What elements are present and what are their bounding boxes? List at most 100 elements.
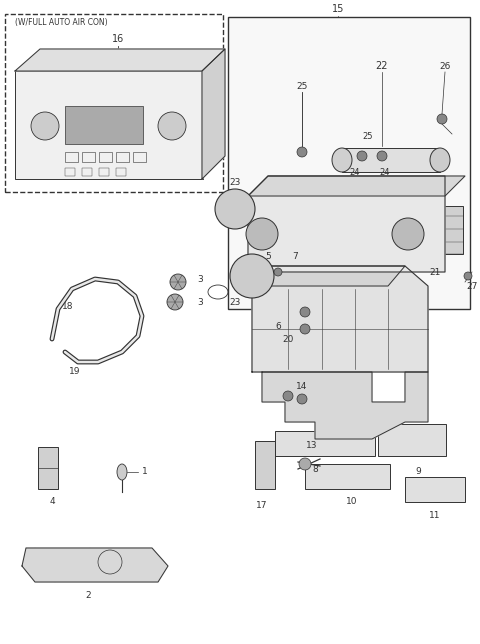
- Polygon shape: [262, 372, 428, 439]
- Bar: [65, 152, 78, 162]
- Bar: [275, 431, 375, 456]
- Bar: [133, 152, 146, 162]
- Bar: [378, 206, 390, 216]
- Bar: [65, 106, 143, 144]
- Bar: [328, 219, 340, 229]
- Bar: [405, 477, 465, 502]
- Circle shape: [230, 254, 274, 298]
- Text: 13: 13: [306, 442, 318, 451]
- Bar: [116, 152, 129, 162]
- Circle shape: [392, 218, 424, 250]
- Ellipse shape: [332, 148, 352, 172]
- Text: 15: 15: [332, 4, 344, 14]
- Bar: [378, 219, 390, 229]
- Bar: [328, 246, 340, 256]
- Circle shape: [31, 112, 59, 140]
- Circle shape: [377, 151, 387, 161]
- Text: 24: 24: [350, 167, 360, 176]
- Bar: [428, 206, 463, 254]
- Bar: [99, 152, 112, 162]
- Text: 3: 3: [197, 298, 203, 307]
- Text: 21: 21: [429, 267, 441, 276]
- Bar: [312, 206, 324, 216]
- Text: (W/FULL AUTO AIR CON): (W/FULL AUTO AIR CON): [15, 17, 108, 26]
- Bar: [342, 148, 440, 172]
- Circle shape: [170, 274, 186, 290]
- Text: 18: 18: [62, 301, 74, 310]
- Bar: [362, 219, 374, 229]
- Circle shape: [297, 394, 307, 404]
- Polygon shape: [15, 49, 225, 71]
- Bar: [345, 206, 357, 216]
- Circle shape: [297, 147, 307, 157]
- Bar: [362, 246, 374, 256]
- Circle shape: [215, 189, 255, 229]
- Text: 22: 22: [376, 61, 388, 71]
- Text: 11: 11: [429, 511, 441, 520]
- Circle shape: [246, 218, 278, 250]
- Bar: [116, 168, 126, 176]
- Circle shape: [300, 307, 310, 317]
- Text: 27: 27: [466, 281, 478, 290]
- Polygon shape: [252, 266, 428, 372]
- Circle shape: [283, 391, 293, 401]
- Bar: [328, 232, 340, 242]
- Bar: [305, 464, 390, 489]
- Text: 4: 4: [49, 498, 55, 506]
- Text: 26: 26: [439, 61, 451, 70]
- Bar: [295, 232, 307, 242]
- Bar: [82, 168, 92, 176]
- Ellipse shape: [430, 148, 450, 172]
- Circle shape: [357, 151, 367, 161]
- Bar: [362, 206, 374, 216]
- Circle shape: [464, 272, 472, 280]
- Text: 6: 6: [275, 321, 281, 330]
- Bar: [295, 219, 307, 229]
- Polygon shape: [202, 49, 225, 179]
- Circle shape: [274, 268, 282, 276]
- Bar: [15, 71, 203, 179]
- Bar: [378, 232, 390, 242]
- Bar: [312, 232, 324, 242]
- Bar: [228, 17, 470, 309]
- Bar: [345, 246, 357, 256]
- Text: 17: 17: [256, 502, 268, 511]
- Bar: [38, 447, 58, 489]
- Bar: [295, 246, 307, 256]
- Text: 20: 20: [282, 334, 294, 343]
- Bar: [65, 168, 75, 176]
- Text: 25: 25: [363, 131, 373, 140]
- Polygon shape: [252, 266, 405, 286]
- Text: 23: 23: [229, 178, 240, 187]
- Text: 24: 24: [380, 167, 390, 176]
- Text: 10: 10: [346, 498, 358, 506]
- Text: 23: 23: [229, 298, 240, 307]
- Text: 25: 25: [296, 82, 308, 91]
- Bar: [295, 206, 307, 216]
- Bar: [328, 206, 340, 216]
- Circle shape: [437, 114, 447, 124]
- Text: 1: 1: [142, 468, 148, 477]
- Text: 9: 9: [415, 468, 421, 477]
- Polygon shape: [248, 176, 445, 272]
- Polygon shape: [22, 548, 168, 582]
- Text: 7: 7: [292, 252, 298, 261]
- Bar: [378, 424, 446, 456]
- Circle shape: [299, 458, 311, 470]
- Bar: [362, 232, 374, 242]
- Text: 16: 16: [112, 34, 124, 44]
- Bar: [312, 219, 324, 229]
- Bar: [82, 152, 95, 162]
- Bar: [312, 246, 324, 256]
- Polygon shape: [248, 176, 465, 196]
- Circle shape: [158, 112, 186, 140]
- Bar: [255, 441, 275, 489]
- Text: 2: 2: [85, 591, 91, 600]
- Text: 19: 19: [69, 368, 81, 377]
- Circle shape: [300, 324, 310, 334]
- Text: 3: 3: [197, 274, 203, 283]
- Text: 8: 8: [312, 464, 318, 473]
- Bar: [345, 219, 357, 229]
- Ellipse shape: [117, 464, 127, 480]
- Text: 14: 14: [296, 381, 308, 390]
